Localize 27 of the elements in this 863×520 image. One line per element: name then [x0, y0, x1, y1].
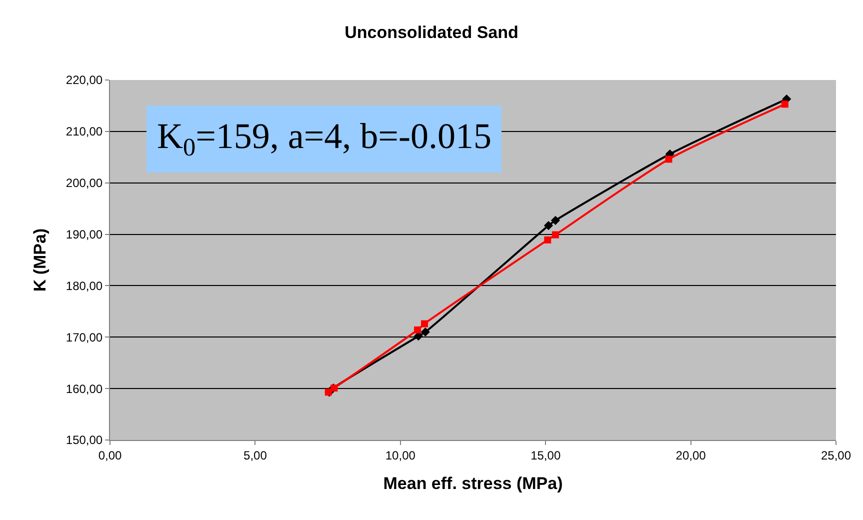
x-tick-label: 20,00	[676, 448, 706, 462]
y-tick-label: 180,00	[66, 278, 103, 293]
point	[781, 100, 788, 108]
x-axis-title: Mean eff. stress (MPa)	[383, 474, 563, 493]
point	[544, 220, 554, 230]
x-tick-label: 10,00	[385, 448, 416, 462]
point	[550, 216, 560, 225]
x-tick-label: 0,00	[98, 448, 122, 462]
point	[665, 156, 672, 163]
y-tick-label: 210,00	[66, 124, 103, 139]
y-tick-label: 160,00	[66, 382, 103, 396]
chart-title: Unconsolidated Sand	[344, 22, 518, 42]
y-axis-title: K (MPa)	[30, 228, 50, 292]
annotation: K$_{0}$=159, a=4, b=-0.015	[157, 116, 492, 162]
y-tick-label: 190,00	[66, 227, 103, 242]
point	[552, 231, 559, 238]
y-tick-label: 150,00	[66, 433, 103, 448]
y-tick-label: 220,00	[66, 73, 103, 88]
x-tick-label: 15,00	[530, 448, 561, 462]
point	[420, 327, 430, 337]
point	[421, 320, 428, 328]
y-tick-label: 200,00	[66, 176, 103, 190]
x-tick-label: 25,00	[820, 448, 852, 462]
y-tick-label: 170,00	[66, 330, 103, 344]
x-tick-label: 5,00	[244, 448, 268, 462]
point	[544, 236, 552, 244]
point	[414, 326, 422, 334]
